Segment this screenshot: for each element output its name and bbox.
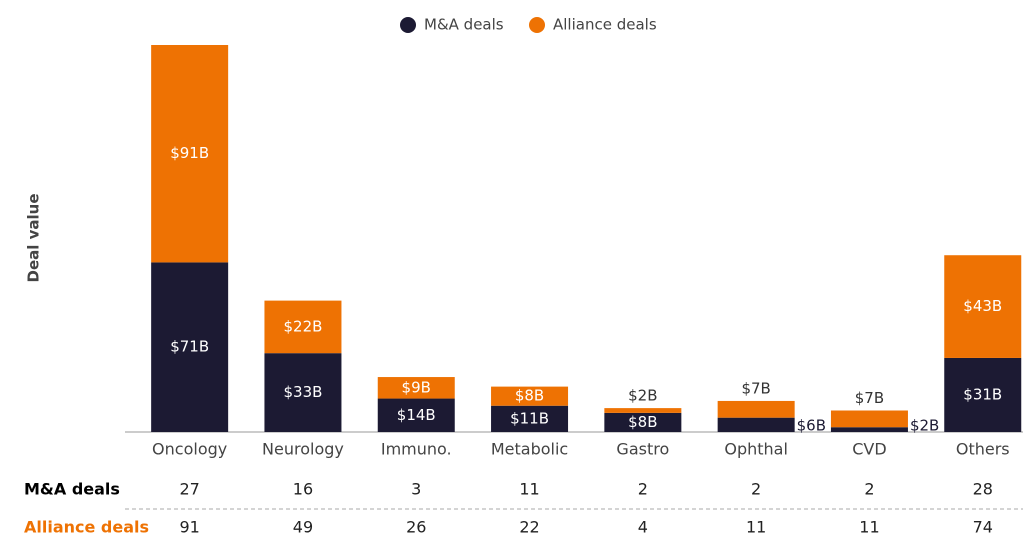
- x-tick-label: Gastro: [616, 440, 669, 459]
- x-tick-label: Ophthal: [724, 440, 788, 459]
- legend-label: M&A deals: [424, 16, 504, 34]
- value-label: $71B: [170, 338, 209, 356]
- bar-segment: [151, 45, 229, 263]
- value-label: $8B: [515, 387, 544, 405]
- table-cell: 2: [751, 480, 761, 499]
- table-row-label: M&A deals: [24, 480, 120, 499]
- bar-segment: [717, 400, 795, 418]
- value-label: $14B: [397, 406, 436, 424]
- value-label: $7B: [741, 379, 770, 397]
- value-label: $8B: [628, 413, 657, 431]
- table-cell: 28: [973, 480, 993, 499]
- value-label: $9B: [402, 378, 431, 396]
- bar-segment: [604, 412, 682, 432]
- table-cell: 27: [179, 480, 199, 499]
- bar-segment: [264, 300, 342, 354]
- value-label: $2B: [910, 417, 939, 435]
- legend-marker: [529, 17, 545, 33]
- value-label: $6B: [797, 417, 826, 435]
- x-tick-label: CVD: [852, 440, 886, 459]
- value-label: $31B: [963, 385, 1002, 403]
- bar-segment: [151, 262, 229, 432]
- legend-label: Alliance deals: [553, 16, 657, 34]
- table-cell: 26: [406, 518, 426, 537]
- table-cell: 74: [973, 518, 993, 537]
- table-cell: 11: [519, 480, 539, 499]
- x-tick-label: Oncology: [152, 440, 227, 459]
- value-label: $2B: [628, 387, 657, 405]
- value-label: $33B: [283, 383, 322, 401]
- table-cell: 91: [179, 518, 199, 537]
- value-label: $22B: [283, 317, 322, 335]
- value-label: $7B: [855, 389, 884, 407]
- value-label: $43B: [963, 297, 1002, 315]
- bar-segment: [377, 398, 455, 432]
- bar-segment: [717, 417, 795, 432]
- table-cell: 2: [864, 480, 874, 499]
- bar-segment: [377, 377, 455, 399]
- value-label: $11B: [510, 409, 549, 427]
- bar-segment: [944, 357, 1022, 432]
- x-tick-label: Neurology: [262, 440, 344, 459]
- value-label: $91B: [170, 144, 209, 162]
- bar-segment: [264, 353, 342, 432]
- table-cell: 11: [746, 518, 766, 537]
- table-row-label: Alliance deals: [24, 518, 149, 537]
- table-cell: 11: [859, 518, 879, 537]
- bar-segment: [830, 410, 908, 428]
- bar-segment: [491, 405, 569, 432]
- bar-segment: [491, 386, 569, 406]
- table-cell: 3: [411, 480, 421, 499]
- table-cell: 2: [638, 480, 648, 499]
- y-axis-label: Deal value: [25, 193, 43, 282]
- bar-segment: [944, 255, 1022, 358]
- table-cell: 49: [293, 518, 313, 537]
- legend-marker: [400, 17, 416, 33]
- x-tick-label: Metabolic: [491, 440, 568, 459]
- bar-segment: [830, 427, 908, 432]
- bar-segment: [604, 408, 682, 413]
- x-tick-label: Immuno.: [381, 440, 452, 459]
- table-cell: 16: [293, 480, 313, 499]
- table-cell: 22: [519, 518, 539, 537]
- table-cell: 4: [638, 518, 648, 537]
- x-tick-label: Others: [956, 440, 1010, 459]
